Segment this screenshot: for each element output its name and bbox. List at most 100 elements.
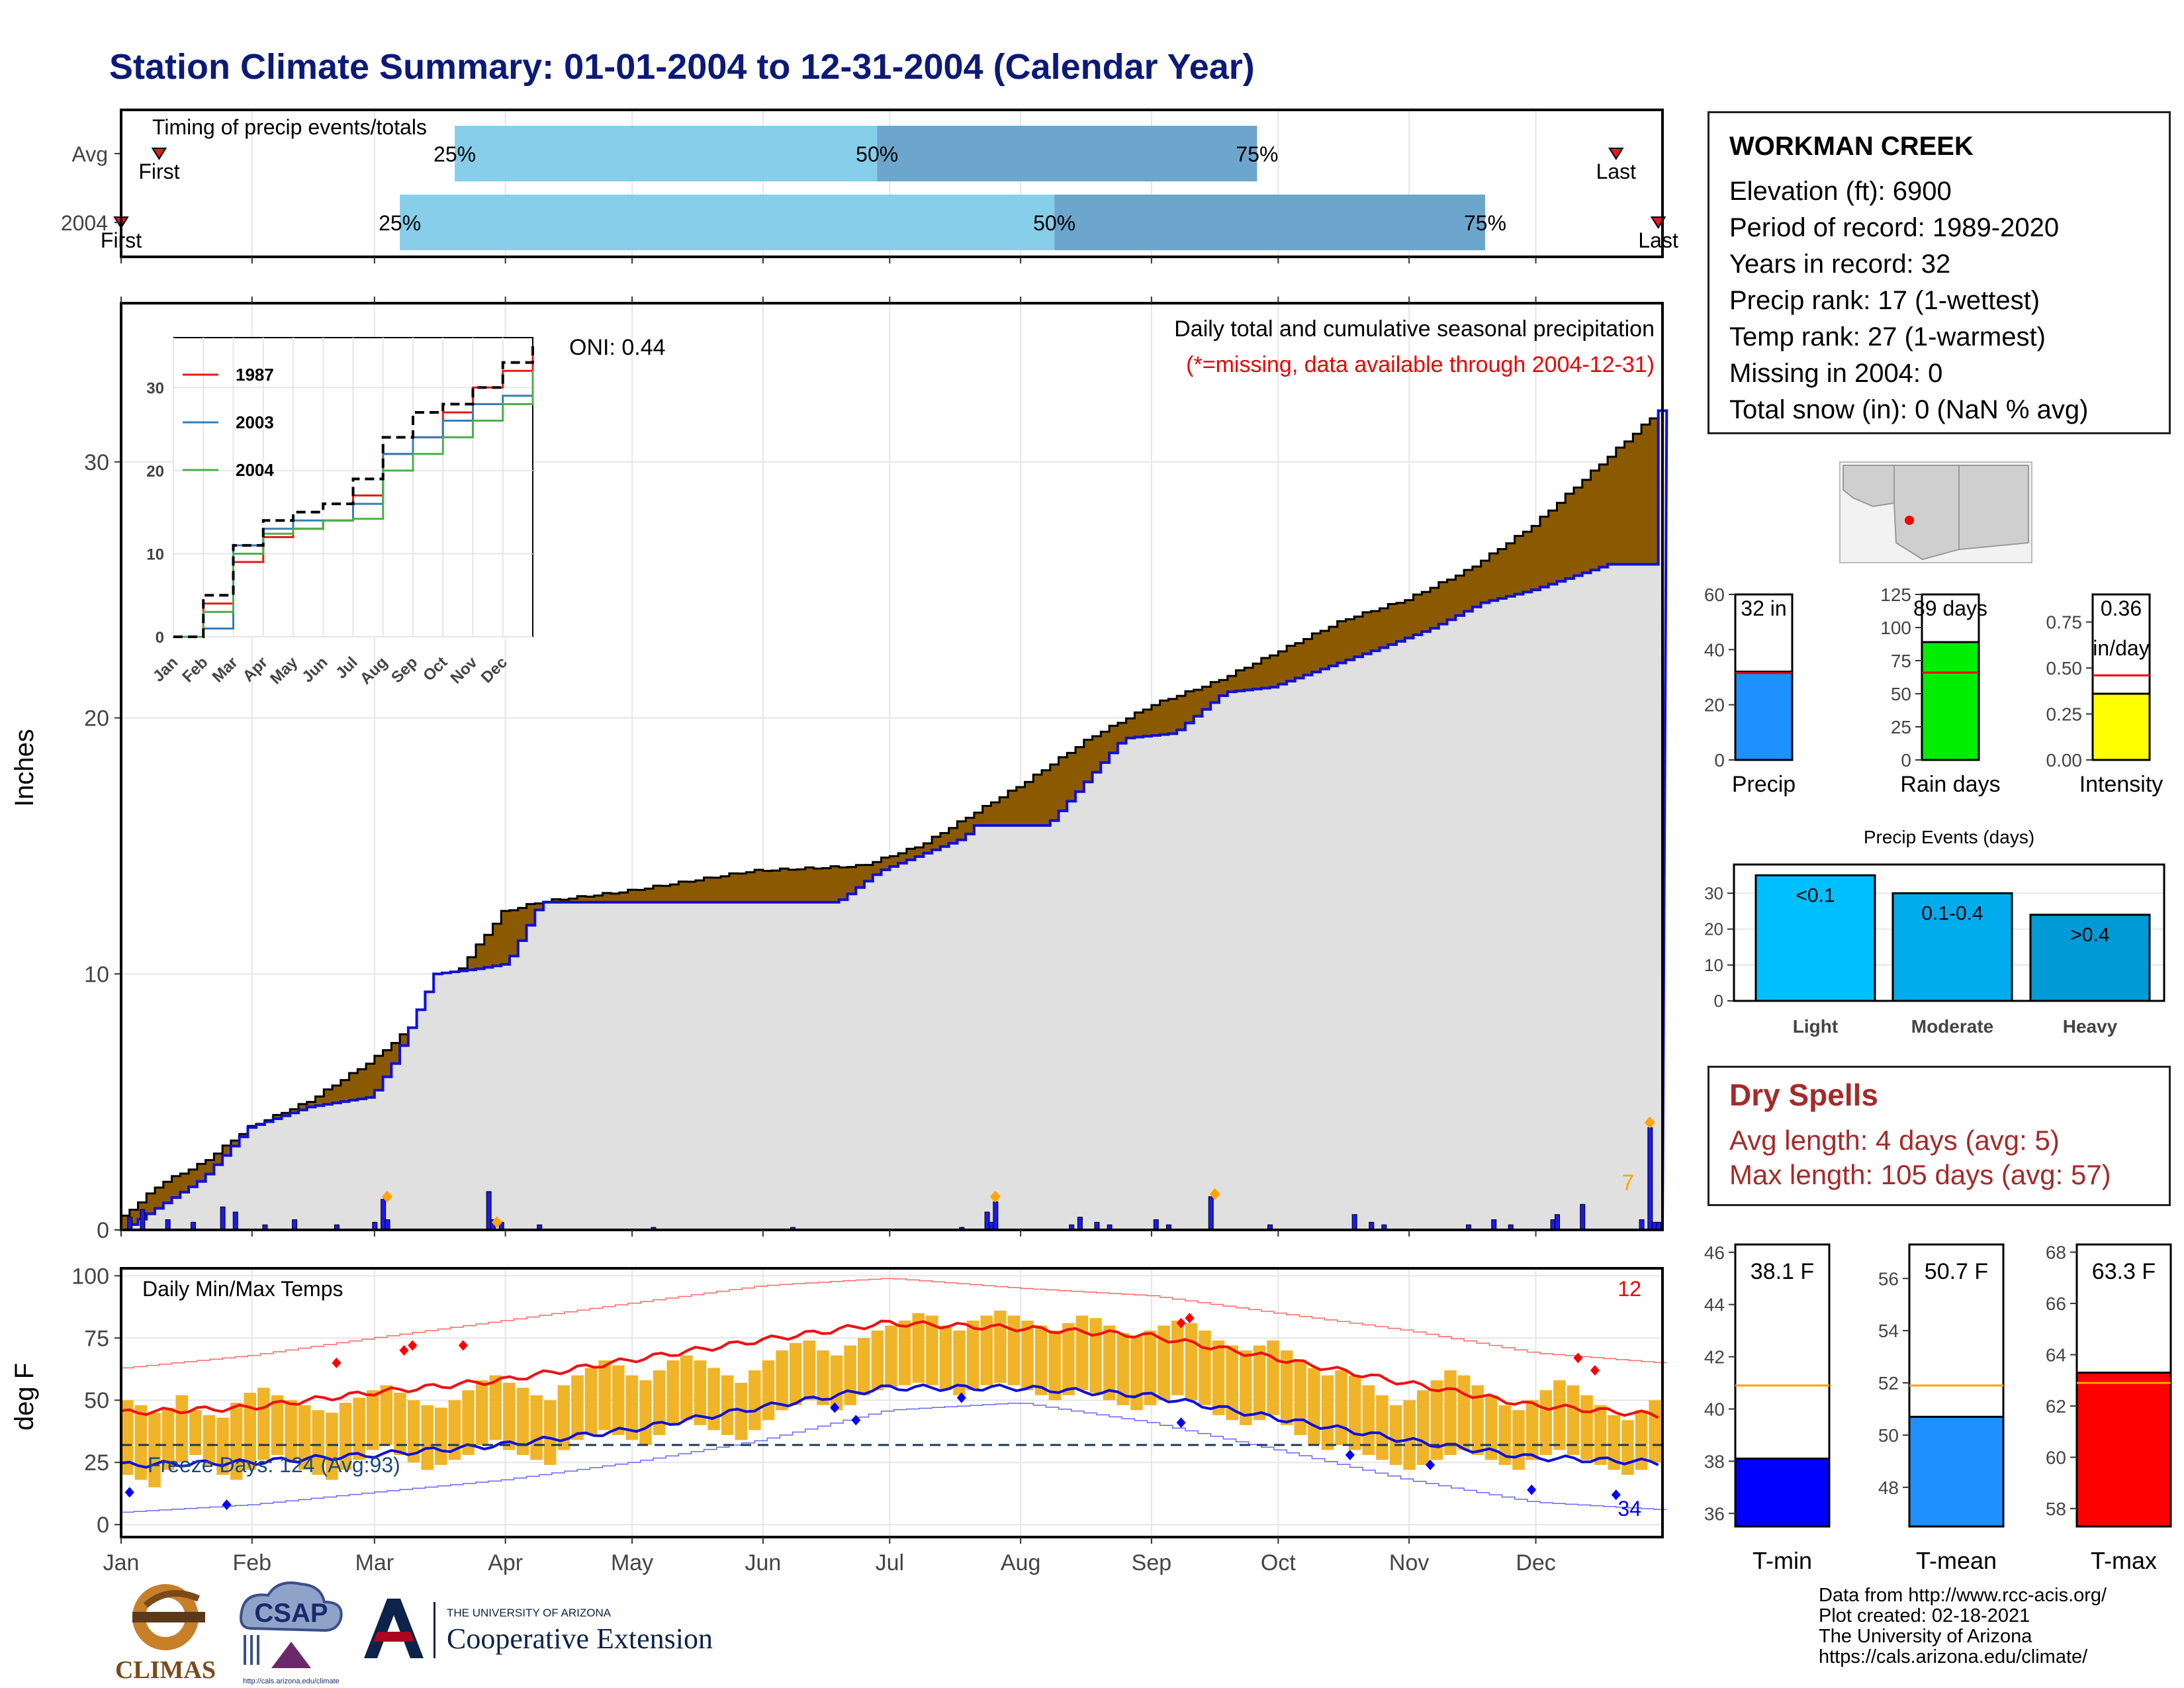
- month-label: Jul: [876, 1550, 904, 1575]
- timing-pct-label: 50%: [1033, 211, 1075, 235]
- record-low-marker: [1176, 1417, 1186, 1429]
- temp-bar-label: 63.3 F: [2092, 1259, 2156, 1284]
- temp-title: Daily Min/Max Temps: [142, 1277, 343, 1301]
- daily-temp-bar: [1376, 1395, 1388, 1460]
- dry-spells-box: Dry Spells Avg length: 4 days (avg: 5) M…: [1707, 1066, 2171, 1206]
- mini-bar-tick-label: 25: [1891, 717, 1911, 737]
- daily-temp-bar: [353, 1397, 365, 1460]
- station-precip-rank: Precip rank: 17 (1-wettest): [1729, 286, 2040, 315]
- temp-y-tick-label: 100: [71, 1264, 109, 1289]
- month-label: Sep: [1132, 1550, 1172, 1575]
- daily-precip-bar: [1153, 1219, 1159, 1231]
- daily-temp-bar: [1417, 1390, 1430, 1465]
- record-high-marker: [399, 1345, 409, 1356]
- temp-bar-tick-label: 68: [2046, 1243, 2066, 1263]
- temp-bar-value: [2075, 1372, 2172, 1528]
- daily-precip-bar: [220, 1206, 226, 1231]
- timing-pct-label: 75%: [1236, 142, 1278, 166]
- first-event-label: First: [138, 160, 179, 183]
- daily-temp-bar: [830, 1355, 843, 1411]
- precip-y-axis-label: Inches: [10, 729, 39, 807]
- daily-temp-bar: [1048, 1330, 1062, 1401]
- temp-bar-label: 50.7 F: [1925, 1259, 1988, 1284]
- record-low-count: 34: [1617, 1497, 1641, 1521]
- daily-temp-bar: [189, 1410, 202, 1455]
- events-category-label: Light: [1793, 1016, 1838, 1037]
- inset-y-tick-label: 10: [146, 545, 164, 563]
- daily-temp-bar: [926, 1315, 938, 1385]
- csap-logo: CSAP http://cals.arizona.edu/climate: [240, 1581, 343, 1685]
- mini-bar-tick-label: 100: [1880, 618, 1911, 638]
- daily-temp-bar: [366, 1390, 379, 1450]
- daily-temp-bar: [1075, 1315, 1089, 1391]
- mini-bar-value: [1921, 641, 1980, 761]
- climas-logo: CLIMAS: [115, 1584, 216, 1684]
- daily-temp-bar: [394, 1392, 406, 1455]
- record-max-line: [121, 1278, 1667, 1369]
- record-high-count: 12: [1617, 1277, 1641, 1301]
- daily-temp-bar: [1240, 1350, 1252, 1425]
- events-y-tick-label: 0: [1714, 991, 1723, 1011]
- daily-temp-bar: [653, 1370, 666, 1435]
- temp-y-tick-label: 0: [97, 1513, 109, 1538]
- credit-line: Data from http://www.rcc-acis.org/: [1819, 1585, 2107, 1606]
- month-label: Apr: [488, 1550, 523, 1575]
- daily-temp-bar: [1267, 1340, 1279, 1415]
- mini-bar-label: 32 in: [1741, 596, 1786, 620]
- record-low-marker: [1345, 1449, 1355, 1460]
- mini-bar-tick-label: 0.50: [2046, 658, 2083, 679]
- daily-temp-bar: [1485, 1395, 1498, 1460]
- daily-record-marker: [1644, 1116, 1655, 1129]
- daily-precip-bar: [140, 1209, 146, 1231]
- freeze-days-label: Freeze Days: 124 (Avg:93): [148, 1453, 400, 1477]
- temp-y-tick-label: 75: [84, 1326, 109, 1351]
- mini-bar-tick-label: 60: [1704, 585, 1725, 605]
- daily-temp-bar: [762, 1360, 775, 1421]
- daily-temp-bar: [1253, 1345, 1266, 1421]
- daily-temp-bar: [421, 1405, 433, 1470]
- dry-spells-title: Dry Spells: [1729, 1078, 1878, 1112]
- daily-temp-bar: [134, 1405, 148, 1480]
- daily-temp-bar: [966, 1320, 979, 1391]
- daily-temp-bar: [817, 1350, 829, 1405]
- temp-bar-tick-label: 50: [1878, 1425, 1899, 1446]
- mini-bar-tick-label: 75: [1891, 651, 1911, 671]
- daily-temp-bar: [694, 1360, 707, 1425]
- temp-panel-frame: [120, 1267, 1664, 1538]
- daily-temp-bar: [298, 1405, 311, 1470]
- inset-legend-label: 2003: [236, 412, 274, 432]
- daily-precip-bar: [385, 1219, 390, 1231]
- temp-bar-tick-label: 64: [2046, 1345, 2066, 1366]
- daily-temp-bar: [1348, 1375, 1361, 1450]
- daily-temp-bar: [257, 1387, 270, 1460]
- mini-bar-value: [2091, 692, 2151, 761]
- temp-bar-tick-label: 36: [1704, 1503, 1725, 1524]
- timing-bar-50-75: [1054, 195, 1486, 250]
- daily-temp-bar: [1580, 1395, 1593, 1460]
- month-label: Jun: [745, 1550, 781, 1575]
- month-label: Jan: [103, 1550, 140, 1575]
- daily-temp-bar: [244, 1392, 257, 1470]
- temp-bar-name: T-max: [2091, 1547, 2157, 1574]
- daily-temp-bar: [912, 1313, 925, 1383]
- temp-bar-tick-label: 46: [1704, 1243, 1725, 1263]
- daily-temp-bar: [1226, 1345, 1239, 1421]
- temp-bar-tick-label: 42: [1704, 1347, 1725, 1368]
- daily-temp-bar: [625, 1375, 639, 1440]
- daily-temp-bar: [285, 1400, 297, 1463]
- record-high-marker: [1573, 1352, 1583, 1364]
- timing-pct-label: 75%: [1464, 211, 1506, 235]
- coop-extension-text: Cooperative Extension: [447, 1622, 713, 1655]
- daily-temp-bar: [435, 1407, 447, 1465]
- temp-bar-name: T-min: [1752, 1547, 1812, 1574]
- daily-temp-bar: [1594, 1405, 1607, 1465]
- inset-series-line: [173, 346, 534, 638]
- daily-temp-bar: [148, 1413, 161, 1487]
- last-event-marker: [1608, 148, 1624, 160]
- daily-temp-bar: [939, 1325, 952, 1391]
- precip-corner-value: 7: [1622, 1170, 1635, 1196]
- daily-temp-bar: [1280, 1350, 1293, 1425]
- last-event-label: Last: [1596, 160, 1637, 183]
- climas-logo-text: CLIMAS: [115, 1656, 216, 1684]
- daily-temp-bar: [1444, 1370, 1457, 1455]
